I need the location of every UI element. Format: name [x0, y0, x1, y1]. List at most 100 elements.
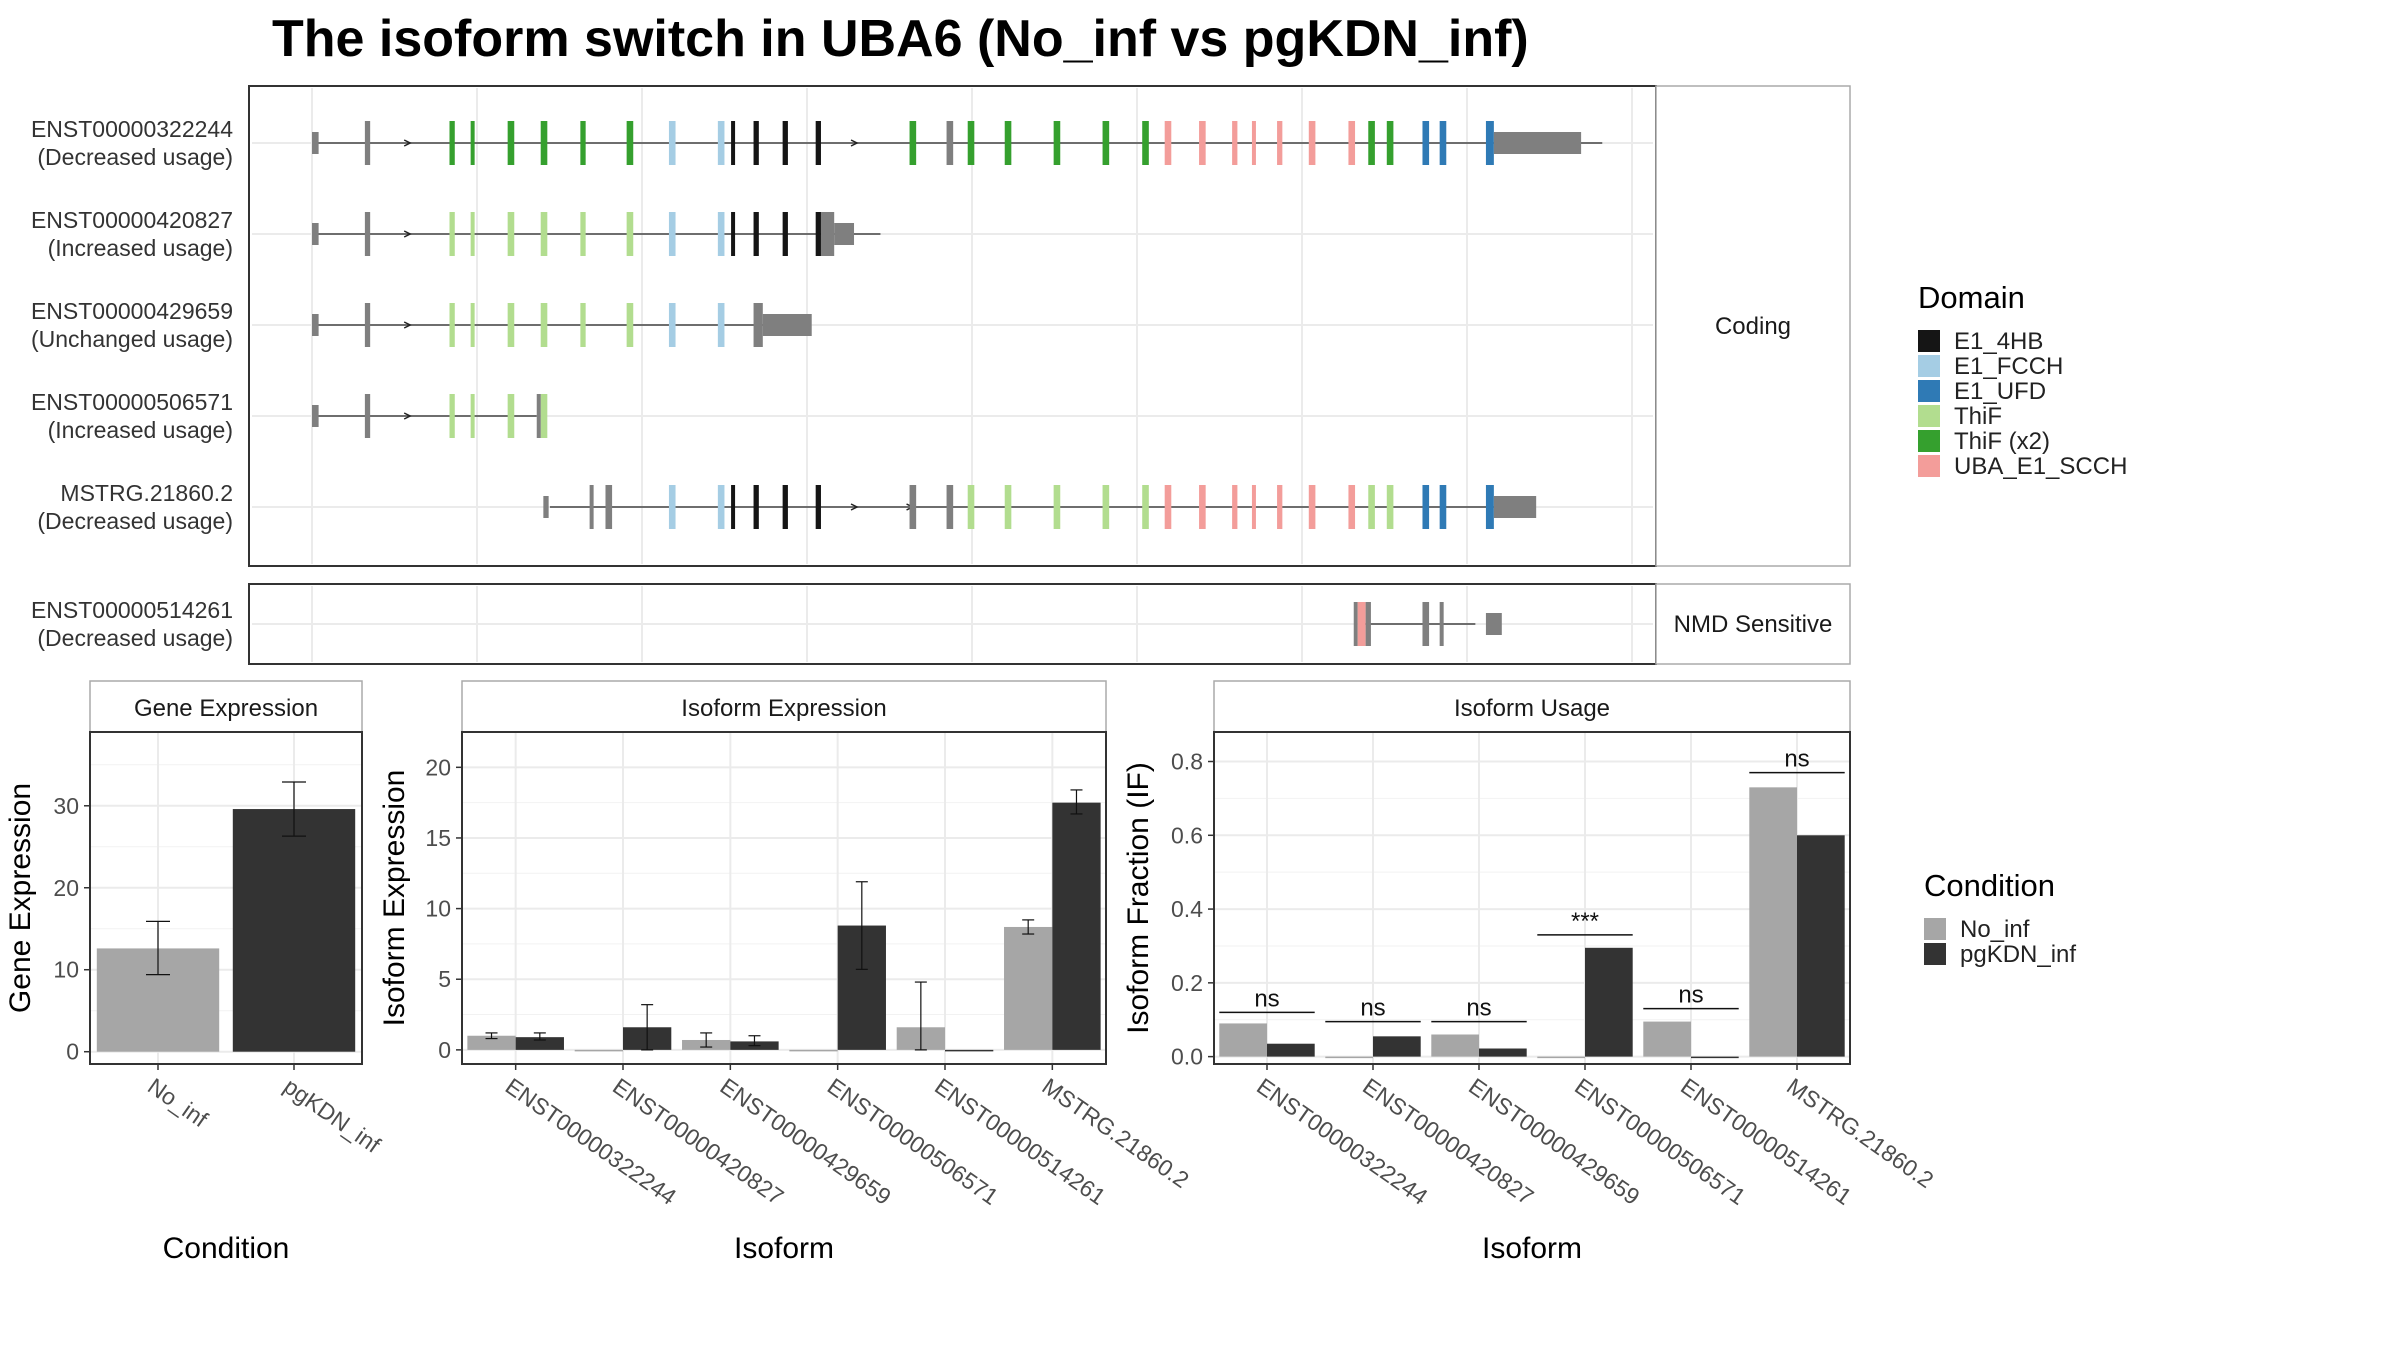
transcript-id-label: MSTRG.21860.2	[60, 480, 233, 506]
bar	[1325, 1056, 1373, 1059]
domain-exon-block	[1348, 485, 1356, 529]
domain-exon-block	[782, 212, 788, 256]
domain-exon-block	[815, 121, 821, 165]
utr-block	[946, 485, 954, 529]
x-tick-label: ENST00000420827	[608, 1073, 788, 1210]
y-tick-label: 0.8	[1171, 749, 1203, 775]
x-tick-label: ENST00000506571	[1570, 1073, 1750, 1210]
nmd-panel: ENST00000514261(Decreased usage) NMD Sen…	[31, 583, 1851, 665]
isoform-usage-chart: Isoform Usage 0.0 0.2 0.4 0.6 0.8 ns ns ns *** ns n…	[1122, 680, 1938, 1265]
strand-arrow	[403, 139, 412, 147]
transcript-id-label: ENST00000420827	[31, 207, 233, 233]
domain-exon-block	[815, 212, 821, 256]
domain-legend-title: Domain	[1918, 280, 2025, 315]
x-tick-label: ENST00000506571	[823, 1073, 1003, 1210]
domain-exon-block	[1368, 485, 1375, 529]
domain-exon-block	[507, 121, 515, 165]
significance-label: ns	[1466, 995, 1491, 1022]
legend-label: E1_UFD	[1954, 378, 2046, 405]
y-tick-label: 0	[438, 1037, 451, 1063]
domain-exon-block	[782, 121, 788, 165]
plot-area	[1214, 732, 1850, 1064]
domain-exon-block	[449, 121, 455, 165]
utr-block	[946, 121, 954, 165]
bar	[1537, 1056, 1585, 1059]
domain-exon-block	[731, 212, 736, 256]
coding-panel: ENST00000322244(Decreased usage)ENST0000…	[31, 85, 1851, 567]
bar	[515, 1037, 564, 1050]
domain-exon-block	[540, 121, 548, 165]
transcript-id-label: ENST00000514261	[31, 597, 233, 623]
domain-exon-block	[580, 121, 586, 165]
domain-exon-block	[1251, 485, 1256, 529]
domain-exon-block	[470, 303, 475, 347]
domain-exon-block	[731, 121, 736, 165]
utr-block	[364, 303, 371, 347]
utr-block	[762, 314, 812, 336]
domain-exon-block	[1386, 121, 1394, 165]
domain-exon-block	[668, 485, 676, 529]
domain-exon-block	[507, 303, 515, 347]
y-tick-label: 0.6	[1171, 822, 1203, 848]
significance-label: ns	[1254, 985, 1279, 1012]
x-axis-title: Condition	[163, 1232, 290, 1265]
domain-exon-block	[1053, 485, 1061, 529]
domain-exon-block	[540, 394, 548, 438]
domain-exon-block	[1422, 485, 1430, 529]
domain-exon-block	[1386, 485, 1394, 529]
transcript-usage-label: (Unchanged usage)	[31, 326, 233, 352]
y-tick-label: 0.0	[1171, 1044, 1203, 1070]
plot-area	[462, 732, 1106, 1064]
x-tick-label: ENST00000514261	[1676, 1073, 1856, 1210]
bar	[1585, 947, 1633, 1057]
y-tick-label: 10	[425, 896, 451, 922]
x-tick-label: ENST00000429659	[1464, 1073, 1644, 1210]
x-axis-title: Isoform	[734, 1232, 834, 1265]
domain-exon-block	[1004, 485, 1012, 529]
legend-swatch	[1924, 943, 1946, 965]
domain-exon-block	[507, 212, 515, 256]
y-tick-label: 15	[425, 825, 451, 851]
transcript-row: ENST00000506571(Increased usage)	[31, 389, 1653, 443]
utr-block	[312, 405, 319, 427]
domain-exon-block	[626, 212, 634, 256]
domain-legend-item: E1_4HB	[1918, 328, 2043, 355]
domain-exon-block	[731, 485, 736, 529]
legend-label: E1_FCCH	[1954, 353, 2063, 380]
domain-legend-item: E1_UFD	[1918, 378, 2046, 405]
chart-title: Gene Expression	[134, 695, 318, 722]
domain-exon-block	[1277, 121, 1283, 165]
utr-block	[312, 314, 319, 336]
domain-exon-block	[1232, 485, 1238, 529]
y-tick-label: 30	[53, 793, 79, 819]
domain-exon-block	[580, 212, 586, 256]
legend-swatch	[1918, 380, 1940, 402]
utr-block	[364, 212, 371, 256]
legend-label: No_inf	[1960, 916, 2030, 943]
utr-block	[536, 394, 541, 438]
domain-exon-block	[753, 121, 759, 165]
y-tick-label: 20	[425, 754, 451, 780]
utr-block	[543, 496, 549, 518]
transcript-usage-label: (Increased usage)	[48, 417, 233, 443]
domain-exon-block	[1004, 121, 1012, 165]
domain-exon-block	[1485, 485, 1494, 529]
utr-block	[753, 303, 763, 347]
y-tick-label: 5	[438, 966, 451, 992]
transcript-usage-label: (Decreased usage)	[37, 625, 233, 651]
y-tick-label: 0.2	[1171, 970, 1203, 996]
bar	[1749, 787, 1797, 1057]
y-axis-title: Gene Expression	[4, 783, 37, 1013]
significance-label: ***	[1571, 908, 1599, 935]
strand-arrow	[850, 139, 859, 147]
utr-block	[1365, 602, 1371, 646]
domain-exon-block	[1308, 485, 1316, 529]
domain-exon-block	[967, 485, 975, 529]
bar	[789, 1049, 838, 1052]
bar	[1004, 926, 1053, 1050]
domain-exon-block	[1164, 121, 1172, 165]
utr-block	[364, 394, 371, 438]
domain-exon-block	[1199, 485, 1206, 529]
